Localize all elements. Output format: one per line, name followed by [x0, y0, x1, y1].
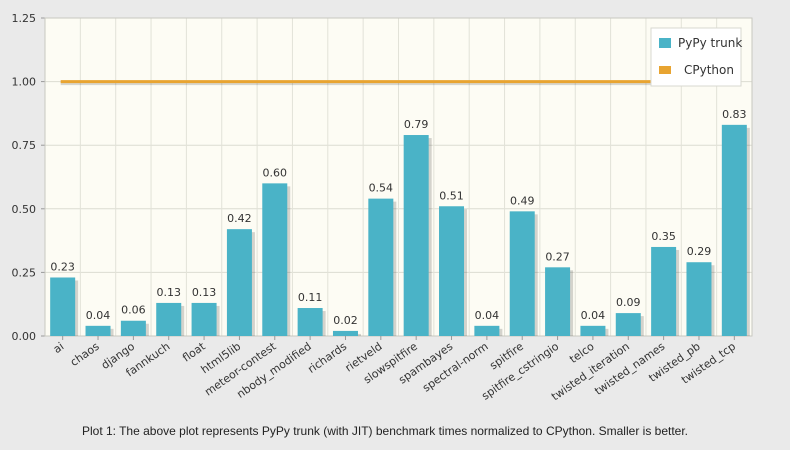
bar	[545, 267, 571, 336]
bar	[615, 313, 641, 336]
data-label: 0.06	[121, 304, 146, 317]
y-tick-label: 0.00	[12, 330, 37, 343]
bar	[474, 325, 500, 336]
bar	[651, 246, 677, 336]
bar	[50, 277, 76, 336]
bar	[332, 330, 358, 336]
legend-swatch-pypy	[659, 38, 671, 48]
data-label: 0.04	[86, 309, 111, 322]
legend-swatch-cpython	[659, 66, 671, 74]
data-label: 0.11	[298, 291, 323, 304]
chart-caption: Plot 1: The above plot represents PyPy t…	[81, 424, 689, 438]
x-tick-label: ai	[51, 340, 66, 356]
data-label: 0.54	[369, 182, 394, 195]
data-label: 0.23	[50, 260, 75, 273]
data-label: 0.49	[510, 194, 535, 207]
data-label: 0.83	[722, 108, 747, 121]
y-tick-label: 0.75	[12, 139, 37, 152]
bar	[403, 135, 429, 336]
data-label: 0.42	[227, 212, 252, 225]
legend-label-cpython: CPython	[684, 63, 734, 77]
data-label: 0.51	[439, 189, 464, 202]
bar	[120, 320, 146, 336]
data-label: 0.04	[475, 309, 500, 322]
data-label: 0.02	[333, 314, 358, 327]
bar	[226, 229, 252, 336]
bar	[580, 325, 606, 336]
bar	[686, 262, 712, 336]
bar	[156, 302, 182, 336]
x-tick-label: richards	[305, 340, 349, 376]
y-tick-label: 1.25	[12, 12, 37, 25]
y-tick-label: 0.50	[12, 203, 37, 216]
data-label: 0.35	[651, 230, 676, 243]
bar	[439, 206, 465, 336]
data-label: 0.79	[404, 118, 429, 131]
bar	[85, 325, 111, 336]
bar	[368, 198, 394, 336]
y-tick-label: 0.25	[12, 266, 37, 279]
bar	[721, 124, 747, 337]
bar	[509, 211, 535, 336]
data-label: 0.09	[616, 296, 641, 309]
bar	[191, 302, 217, 336]
bar	[262, 183, 288, 336]
y-tick-label: 1.00	[12, 76, 37, 89]
bar	[297, 308, 323, 336]
legend-label-pypy: PyPy trunk	[678, 36, 742, 50]
plot-border	[44, 17, 753, 337]
data-label: 0.13	[156, 286, 181, 299]
data-label: 0.04	[581, 309, 606, 322]
data-label: 0.29	[687, 245, 712, 258]
x-tick-label: chaos	[68, 340, 102, 369]
legend-box	[650, 27, 742, 87]
data-label: 0.13	[192, 286, 217, 299]
data-label: 0.27	[545, 250, 570, 263]
data-label: 0.60	[263, 166, 288, 179]
